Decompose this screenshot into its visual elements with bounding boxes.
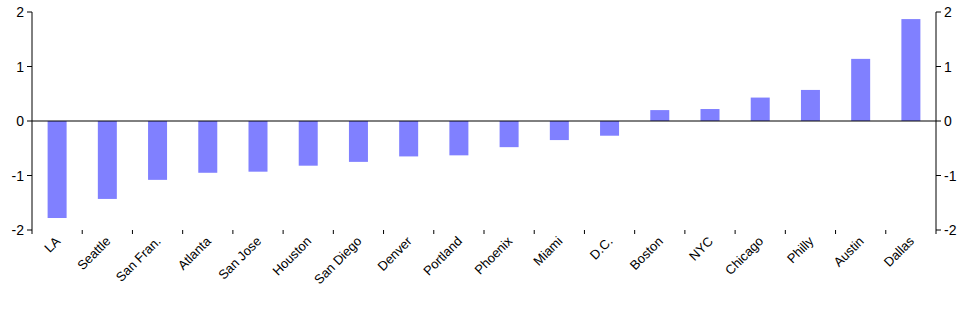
x-tick xyxy=(283,230,284,234)
x-tick xyxy=(634,230,635,234)
bar xyxy=(349,121,368,162)
bar xyxy=(600,121,619,136)
x-tick-label: San Diego xyxy=(311,234,365,288)
x-tick-label: D.C. xyxy=(587,234,616,263)
x-tick xyxy=(433,230,434,234)
x-tick-label: Seattle xyxy=(74,234,113,273)
bar xyxy=(801,90,820,121)
x-tick-label: Phoenix xyxy=(471,233,515,277)
x-tick xyxy=(835,230,836,234)
y-tick-label: -1 xyxy=(12,168,25,184)
x-tick-label: San Jose xyxy=(215,234,264,283)
x-tick-label: Denver xyxy=(375,233,416,274)
y-tick xyxy=(27,66,32,67)
bar xyxy=(48,121,67,218)
bar xyxy=(399,121,418,156)
bars xyxy=(48,19,921,218)
bar xyxy=(98,121,117,199)
bar xyxy=(851,59,870,121)
x-tick xyxy=(333,230,334,234)
x-tick xyxy=(132,230,133,234)
y2-tick xyxy=(936,121,941,122)
bar xyxy=(148,121,167,180)
y-tick-label: 0 xyxy=(16,113,24,129)
x-tick-label: Atlanta xyxy=(175,233,215,273)
x-tick xyxy=(383,230,384,234)
y2-tick-label: -1 xyxy=(944,168,957,184)
y2-tick xyxy=(936,66,941,67)
x-tick xyxy=(32,230,33,234)
y2-tick-label: 1 xyxy=(944,59,952,75)
x-tick-label: LA xyxy=(41,233,63,255)
y-tick-label: -2 xyxy=(12,222,25,238)
bar xyxy=(249,121,268,172)
x-tick xyxy=(885,230,886,234)
bar xyxy=(751,98,770,121)
x-tick-label: Miami xyxy=(530,233,565,268)
x-tick xyxy=(785,230,786,234)
x-tick xyxy=(534,230,535,234)
bar xyxy=(500,121,519,147)
bar xyxy=(701,109,720,121)
x-tick xyxy=(484,230,485,234)
bar xyxy=(550,121,569,140)
chart: -2-2-1-1001122LASeattleSan Fran.AtlantaS… xyxy=(0,0,974,312)
y-tick-label: 1 xyxy=(16,59,24,75)
x-tick xyxy=(584,230,585,234)
x-tick-label: Houston xyxy=(269,234,314,279)
bar xyxy=(901,19,920,121)
zero-line xyxy=(32,121,936,122)
y-tick xyxy=(27,230,32,231)
x-tick xyxy=(735,230,736,234)
y2-tick xyxy=(936,230,941,231)
x-tick-label: Boston xyxy=(627,234,666,273)
x-tick-label: Dallas xyxy=(881,233,918,270)
y2-tick xyxy=(936,12,941,13)
x-tick xyxy=(684,230,685,234)
y2-tick-label: -2 xyxy=(944,222,957,238)
x-tick-label: Portland xyxy=(420,234,465,279)
bar xyxy=(449,121,468,155)
bar xyxy=(650,110,669,121)
y2-tick xyxy=(936,175,941,176)
y-tick xyxy=(27,175,32,176)
y-tick xyxy=(27,12,32,13)
x-tick xyxy=(936,230,937,234)
x-tick xyxy=(232,230,233,234)
y-tick-label: 2 xyxy=(16,4,24,20)
x-tick-label: Chicago xyxy=(722,234,766,278)
bar xyxy=(299,121,318,166)
x-tick-label: San Fran. xyxy=(113,234,164,285)
bar xyxy=(198,121,217,173)
x-tick-label: NYC xyxy=(686,234,716,264)
x-tick-label: Philly xyxy=(784,233,817,266)
y2-tick-label: 0 xyxy=(944,113,952,129)
x-tick-label: Austin xyxy=(831,234,867,270)
x-tick xyxy=(82,230,83,234)
y2-tick-label: 2 xyxy=(944,4,952,20)
x-tick xyxy=(182,230,183,234)
y-tick xyxy=(27,121,32,122)
